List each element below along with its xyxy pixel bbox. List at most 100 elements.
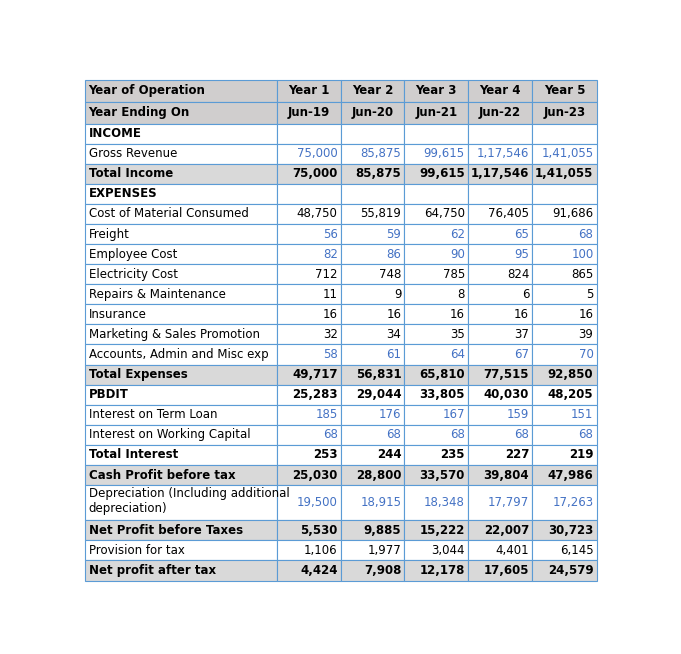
Text: 40,030: 40,030: [484, 388, 529, 401]
Text: 99,615: 99,615: [424, 147, 465, 160]
Bar: [277, 485, 341, 521]
Bar: [341, 540, 405, 560]
Bar: [277, 445, 341, 465]
Bar: [468, 560, 533, 581]
Bar: [341, 324, 405, 345]
Text: 75,000: 75,000: [297, 147, 338, 160]
Bar: [533, 124, 597, 144]
Bar: [468, 385, 533, 405]
Bar: [277, 124, 341, 144]
Bar: [341, 80, 405, 102]
Bar: [533, 80, 597, 102]
Text: 75,000: 75,000: [292, 167, 338, 181]
Bar: [533, 385, 597, 405]
Text: 16: 16: [323, 308, 338, 321]
Bar: [341, 244, 405, 264]
Bar: [341, 304, 405, 324]
Bar: [533, 345, 597, 364]
Text: 28,800: 28,800: [355, 468, 401, 481]
Bar: [405, 264, 468, 284]
Text: 90: 90: [450, 248, 465, 260]
Text: Year of Operation: Year of Operation: [89, 84, 205, 97]
Bar: [405, 124, 468, 144]
Text: 8: 8: [458, 288, 465, 301]
Text: 6,145: 6,145: [560, 544, 593, 557]
Text: Employee Cost: Employee Cost: [89, 248, 177, 260]
Text: 5: 5: [586, 288, 593, 301]
Bar: [533, 445, 597, 465]
Text: 62: 62: [450, 228, 465, 241]
Bar: [405, 80, 468, 102]
Text: 19,500: 19,500: [297, 496, 338, 509]
Bar: [405, 144, 468, 164]
Text: Cash Profit before tax: Cash Profit before tax: [89, 468, 236, 481]
Text: 17,263: 17,263: [552, 496, 593, 509]
Bar: [405, 284, 468, 304]
Bar: [533, 164, 597, 184]
Bar: [277, 560, 341, 581]
Text: INCOME: INCOME: [89, 127, 142, 140]
Text: 167: 167: [442, 408, 465, 421]
Text: 58: 58: [323, 348, 338, 361]
Bar: [405, 521, 468, 540]
Text: 151: 151: [571, 408, 593, 421]
Bar: [468, 304, 533, 324]
Bar: [405, 204, 468, 224]
Text: PBDIT: PBDIT: [89, 388, 129, 401]
Bar: [533, 540, 597, 560]
Text: 68: 68: [514, 428, 529, 441]
Text: 18,915: 18,915: [360, 496, 401, 509]
Text: 1,41,055: 1,41,055: [535, 167, 593, 181]
Text: 32: 32: [323, 328, 338, 341]
Bar: [341, 284, 405, 304]
Text: Interest on Term Loan: Interest on Term Loan: [89, 408, 217, 421]
Text: 1,17,546: 1,17,546: [477, 147, 529, 160]
Bar: [85, 540, 277, 560]
Bar: [533, 425, 597, 445]
Text: 59: 59: [386, 228, 401, 241]
Bar: [405, 244, 468, 264]
Bar: [533, 224, 597, 244]
Bar: [533, 184, 597, 204]
Bar: [405, 485, 468, 521]
Bar: [533, 485, 597, 521]
Text: 49,717: 49,717: [292, 368, 338, 381]
Bar: [533, 102, 597, 124]
Bar: [533, 144, 597, 164]
Text: Interest on Working Capital: Interest on Working Capital: [89, 428, 251, 441]
Bar: [85, 144, 277, 164]
Bar: [468, 102, 533, 124]
Bar: [341, 465, 405, 485]
Bar: [277, 144, 341, 164]
Text: 33,805: 33,805: [419, 388, 465, 401]
Text: Year 4: Year 4: [479, 84, 521, 97]
Text: 99,615: 99,615: [419, 167, 465, 181]
Bar: [277, 224, 341, 244]
Text: 47,986: 47,986: [548, 468, 593, 481]
Bar: [277, 204, 341, 224]
Bar: [85, 224, 277, 244]
Text: 227: 227: [505, 449, 529, 462]
Bar: [85, 385, 277, 405]
Bar: [341, 264, 405, 284]
Bar: [277, 405, 341, 425]
Bar: [341, 204, 405, 224]
Bar: [85, 284, 277, 304]
Text: Total Interest: Total Interest: [89, 449, 178, 462]
Text: 15,222: 15,222: [419, 524, 465, 537]
Bar: [277, 425, 341, 445]
Text: 86: 86: [386, 248, 401, 260]
Text: 253: 253: [313, 449, 338, 462]
Bar: [277, 324, 341, 345]
Bar: [85, 485, 277, 521]
Bar: [468, 164, 533, 184]
Text: 24,579: 24,579: [548, 564, 593, 577]
Bar: [405, 102, 468, 124]
Text: 70: 70: [579, 348, 593, 361]
Bar: [85, 244, 277, 264]
Bar: [85, 465, 277, 485]
Text: Year 5: Year 5: [543, 84, 585, 97]
Text: 68: 68: [386, 428, 401, 441]
Text: Year 2: Year 2: [352, 84, 394, 97]
Bar: [468, 405, 533, 425]
